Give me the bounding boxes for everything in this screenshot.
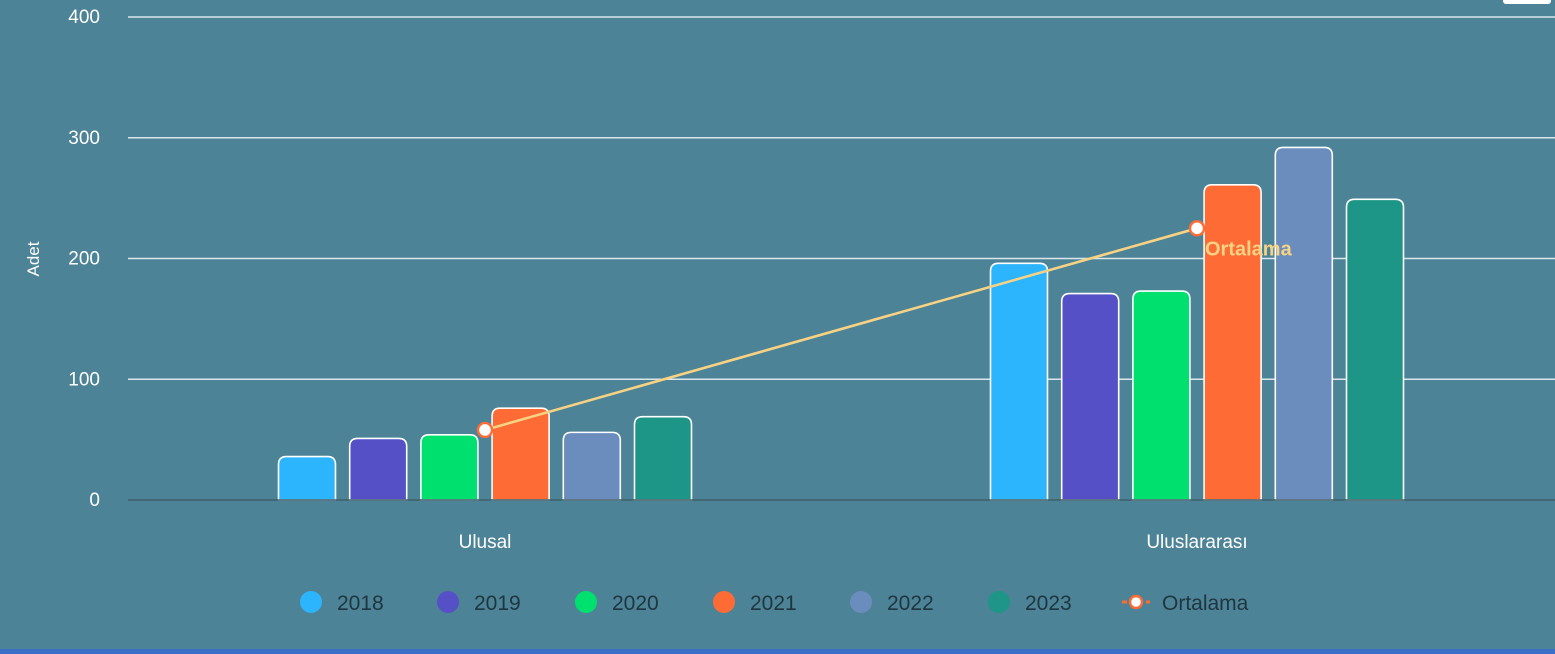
legend-label[interactable]: 2018 xyxy=(337,592,384,615)
bar[interactable] xyxy=(1132,290,1191,501)
legend-marker[interactable] xyxy=(300,591,322,613)
average-annotation: Ortalama xyxy=(1205,238,1293,260)
legend-label[interactable]: Ortalama xyxy=(1162,592,1249,615)
y-tick-label: 400 xyxy=(68,7,100,28)
y-tick-label: 300 xyxy=(68,128,100,149)
y-tick-label: 0 xyxy=(89,490,100,511)
bar[interactable] xyxy=(277,455,337,501)
y-axis-label: Adet xyxy=(24,241,43,276)
bottom-border xyxy=(0,649,1555,654)
bar[interactable] xyxy=(562,431,622,501)
legend-label[interactable]: 2019 xyxy=(474,592,521,615)
bar[interactable] xyxy=(1274,146,1334,501)
bar[interactable] xyxy=(989,262,1049,501)
average-point[interactable] xyxy=(1188,220,1206,237)
legend-marker[interactable] xyxy=(575,591,597,613)
bar[interactable] xyxy=(1060,292,1120,501)
bar[interactable] xyxy=(633,415,693,501)
legend-marker[interactable] xyxy=(988,591,1010,613)
average-point[interactable] xyxy=(476,421,494,439)
legend-label[interactable]: 2022 xyxy=(887,592,934,615)
toolbar-button[interactable] xyxy=(1503,0,1551,4)
legend-marker[interactable] xyxy=(713,591,735,613)
x-tick-label: Ulusal xyxy=(459,532,512,553)
legend-label[interactable]: 2023 xyxy=(1025,592,1072,615)
legend-marker[interactable] xyxy=(1128,594,1144,610)
bar[interactable] xyxy=(1345,198,1405,501)
legend-marker[interactable] xyxy=(850,591,872,613)
bar[interactable] xyxy=(491,407,550,501)
bar[interactable] xyxy=(420,433,479,501)
y-tick-label: 200 xyxy=(68,249,100,270)
legend-label[interactable]: 2021 xyxy=(750,592,797,615)
bar[interactable] xyxy=(348,437,408,501)
y-tick-label: 100 xyxy=(68,369,100,390)
average-line xyxy=(484,227,1198,432)
legend-marker[interactable] xyxy=(437,591,459,613)
legend-label[interactable]: 2020 xyxy=(612,592,659,615)
bar[interactable] xyxy=(1203,184,1262,501)
x-tick-label: Uluslararası xyxy=(1146,532,1247,553)
